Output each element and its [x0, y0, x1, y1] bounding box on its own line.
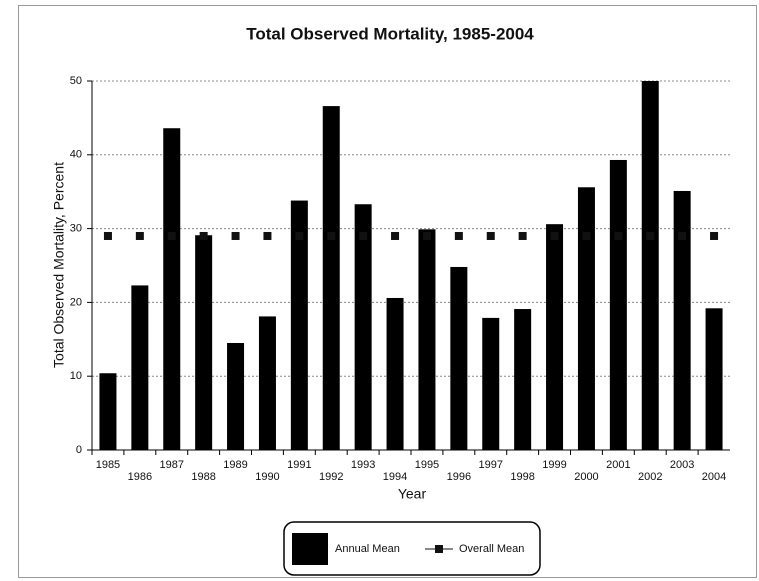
- mean-marker: [263, 231, 272, 240]
- mean-marker: [199, 231, 208, 240]
- y-tick-label: 0: [76, 444, 82, 456]
- legend-label: Overall Mean: [459, 543, 524, 555]
- y-tick-label: 30: [70, 223, 82, 235]
- bar: [482, 317, 500, 450]
- x-tick-label: 1995: [415, 459, 439, 471]
- x-tick-label: 2003: [670, 459, 694, 471]
- bar: [354, 204, 372, 450]
- x-tick-label: 1996: [447, 471, 471, 483]
- x-tick-label: 1992: [319, 471, 343, 483]
- x-tick-label: 1991: [287, 459, 311, 471]
- x-tick-label: 2004: [702, 471, 726, 483]
- x-tick-label: 1994: [383, 471, 407, 483]
- chart-title: Total Observed Mortality, 1985-2004: [246, 24, 534, 43]
- legend-box: [283, 521, 541, 576]
- x-tick-label: 2001: [606, 459, 630, 471]
- mean-marker: [710, 231, 719, 240]
- x-tick-label: 1985: [96, 459, 120, 471]
- bar: [577, 187, 595, 450]
- legend-label: Annual Mean: [335, 543, 400, 555]
- bar: [450, 266, 468, 450]
- y-axis-title: Total Observed Mortality, Percent: [51, 162, 67, 368]
- mean-marker: [359, 231, 368, 240]
- x-tick-label: 1998: [510, 471, 534, 483]
- y-tick-label: 50: [70, 75, 82, 87]
- mean-marker: [391, 231, 400, 240]
- x-tick-label: 1988: [191, 471, 215, 483]
- legend-swatch: [292, 533, 328, 565]
- y-tick-label: 10: [70, 370, 82, 382]
- mean-marker: [454, 231, 463, 240]
- bar: [163, 128, 181, 450]
- x-tick-label: 1990: [255, 471, 279, 483]
- bar: [546, 224, 564, 450]
- mean-marker: [678, 231, 687, 240]
- x-tick-label: 2000: [574, 471, 598, 483]
- bar: [609, 159, 627, 450]
- x-axis-title: Year: [398, 486, 427, 502]
- y-tick-label: 20: [70, 296, 82, 308]
- bar: [195, 235, 213, 450]
- mean-marker: [231, 231, 240, 240]
- bar: [227, 342, 245, 450]
- x-tick-label: 1986: [128, 471, 152, 483]
- bar: [673, 190, 691, 450]
- bar: [131, 285, 149, 450]
- mean-marker: [295, 231, 304, 240]
- mean-marker: [614, 231, 623, 240]
- bar: [386, 297, 404, 450]
- bar: [418, 229, 436, 450]
- mean-marker: [646, 231, 655, 240]
- mean-marker: [486, 231, 495, 240]
- bar: [290, 200, 308, 450]
- x-tick-label: 1987: [160, 459, 184, 471]
- mean-marker: [518, 231, 527, 240]
- x-tick-label: 1993: [351, 459, 375, 471]
- bar: [258, 316, 276, 450]
- x-tick-label: 1999: [542, 459, 566, 471]
- y-tick-label: 40: [70, 149, 82, 161]
- x-tick-label: 1989: [223, 459, 247, 471]
- bar: [99, 373, 117, 450]
- bar: [641, 81, 659, 450]
- bar: [514, 309, 532, 450]
- x-tick-label: 1997: [479, 459, 503, 471]
- legend-marker: [435, 545, 443, 553]
- mean-marker: [167, 231, 176, 240]
- mean-marker: [103, 231, 112, 240]
- mean-marker: [582, 231, 591, 240]
- mean-marker: [135, 231, 144, 240]
- mean-marker: [422, 231, 431, 240]
- bar: [322, 106, 340, 450]
- mean-marker: [327, 231, 336, 240]
- x-tick-label: 2002: [638, 471, 662, 483]
- bar: [705, 308, 723, 450]
- mean-marker: [550, 231, 559, 240]
